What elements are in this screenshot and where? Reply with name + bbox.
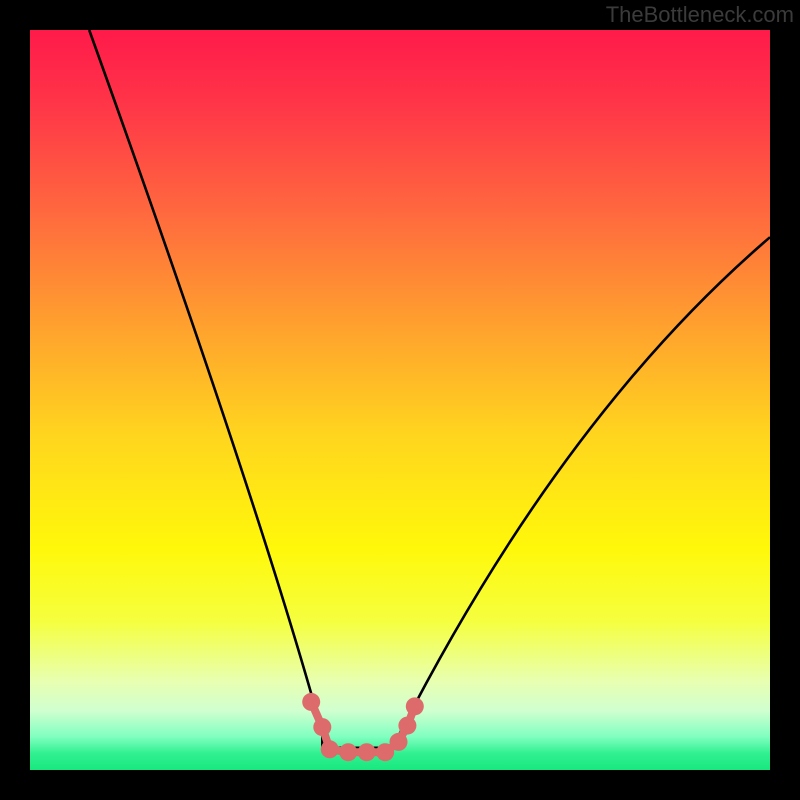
marker-dot: [321, 740, 339, 758]
marker-dot: [398, 717, 416, 735]
chart-container: [0, 0, 800, 800]
marker-dot: [313, 718, 331, 736]
watermark-text: TheBottleneck.com: [606, 2, 794, 28]
marker-dot: [339, 743, 357, 761]
marker-dot: [390, 733, 408, 751]
marker-dot: [358, 743, 376, 761]
bottleneck-chart: [0, 0, 800, 800]
marker-dot: [406, 697, 424, 715]
marker-dot: [302, 693, 320, 711]
